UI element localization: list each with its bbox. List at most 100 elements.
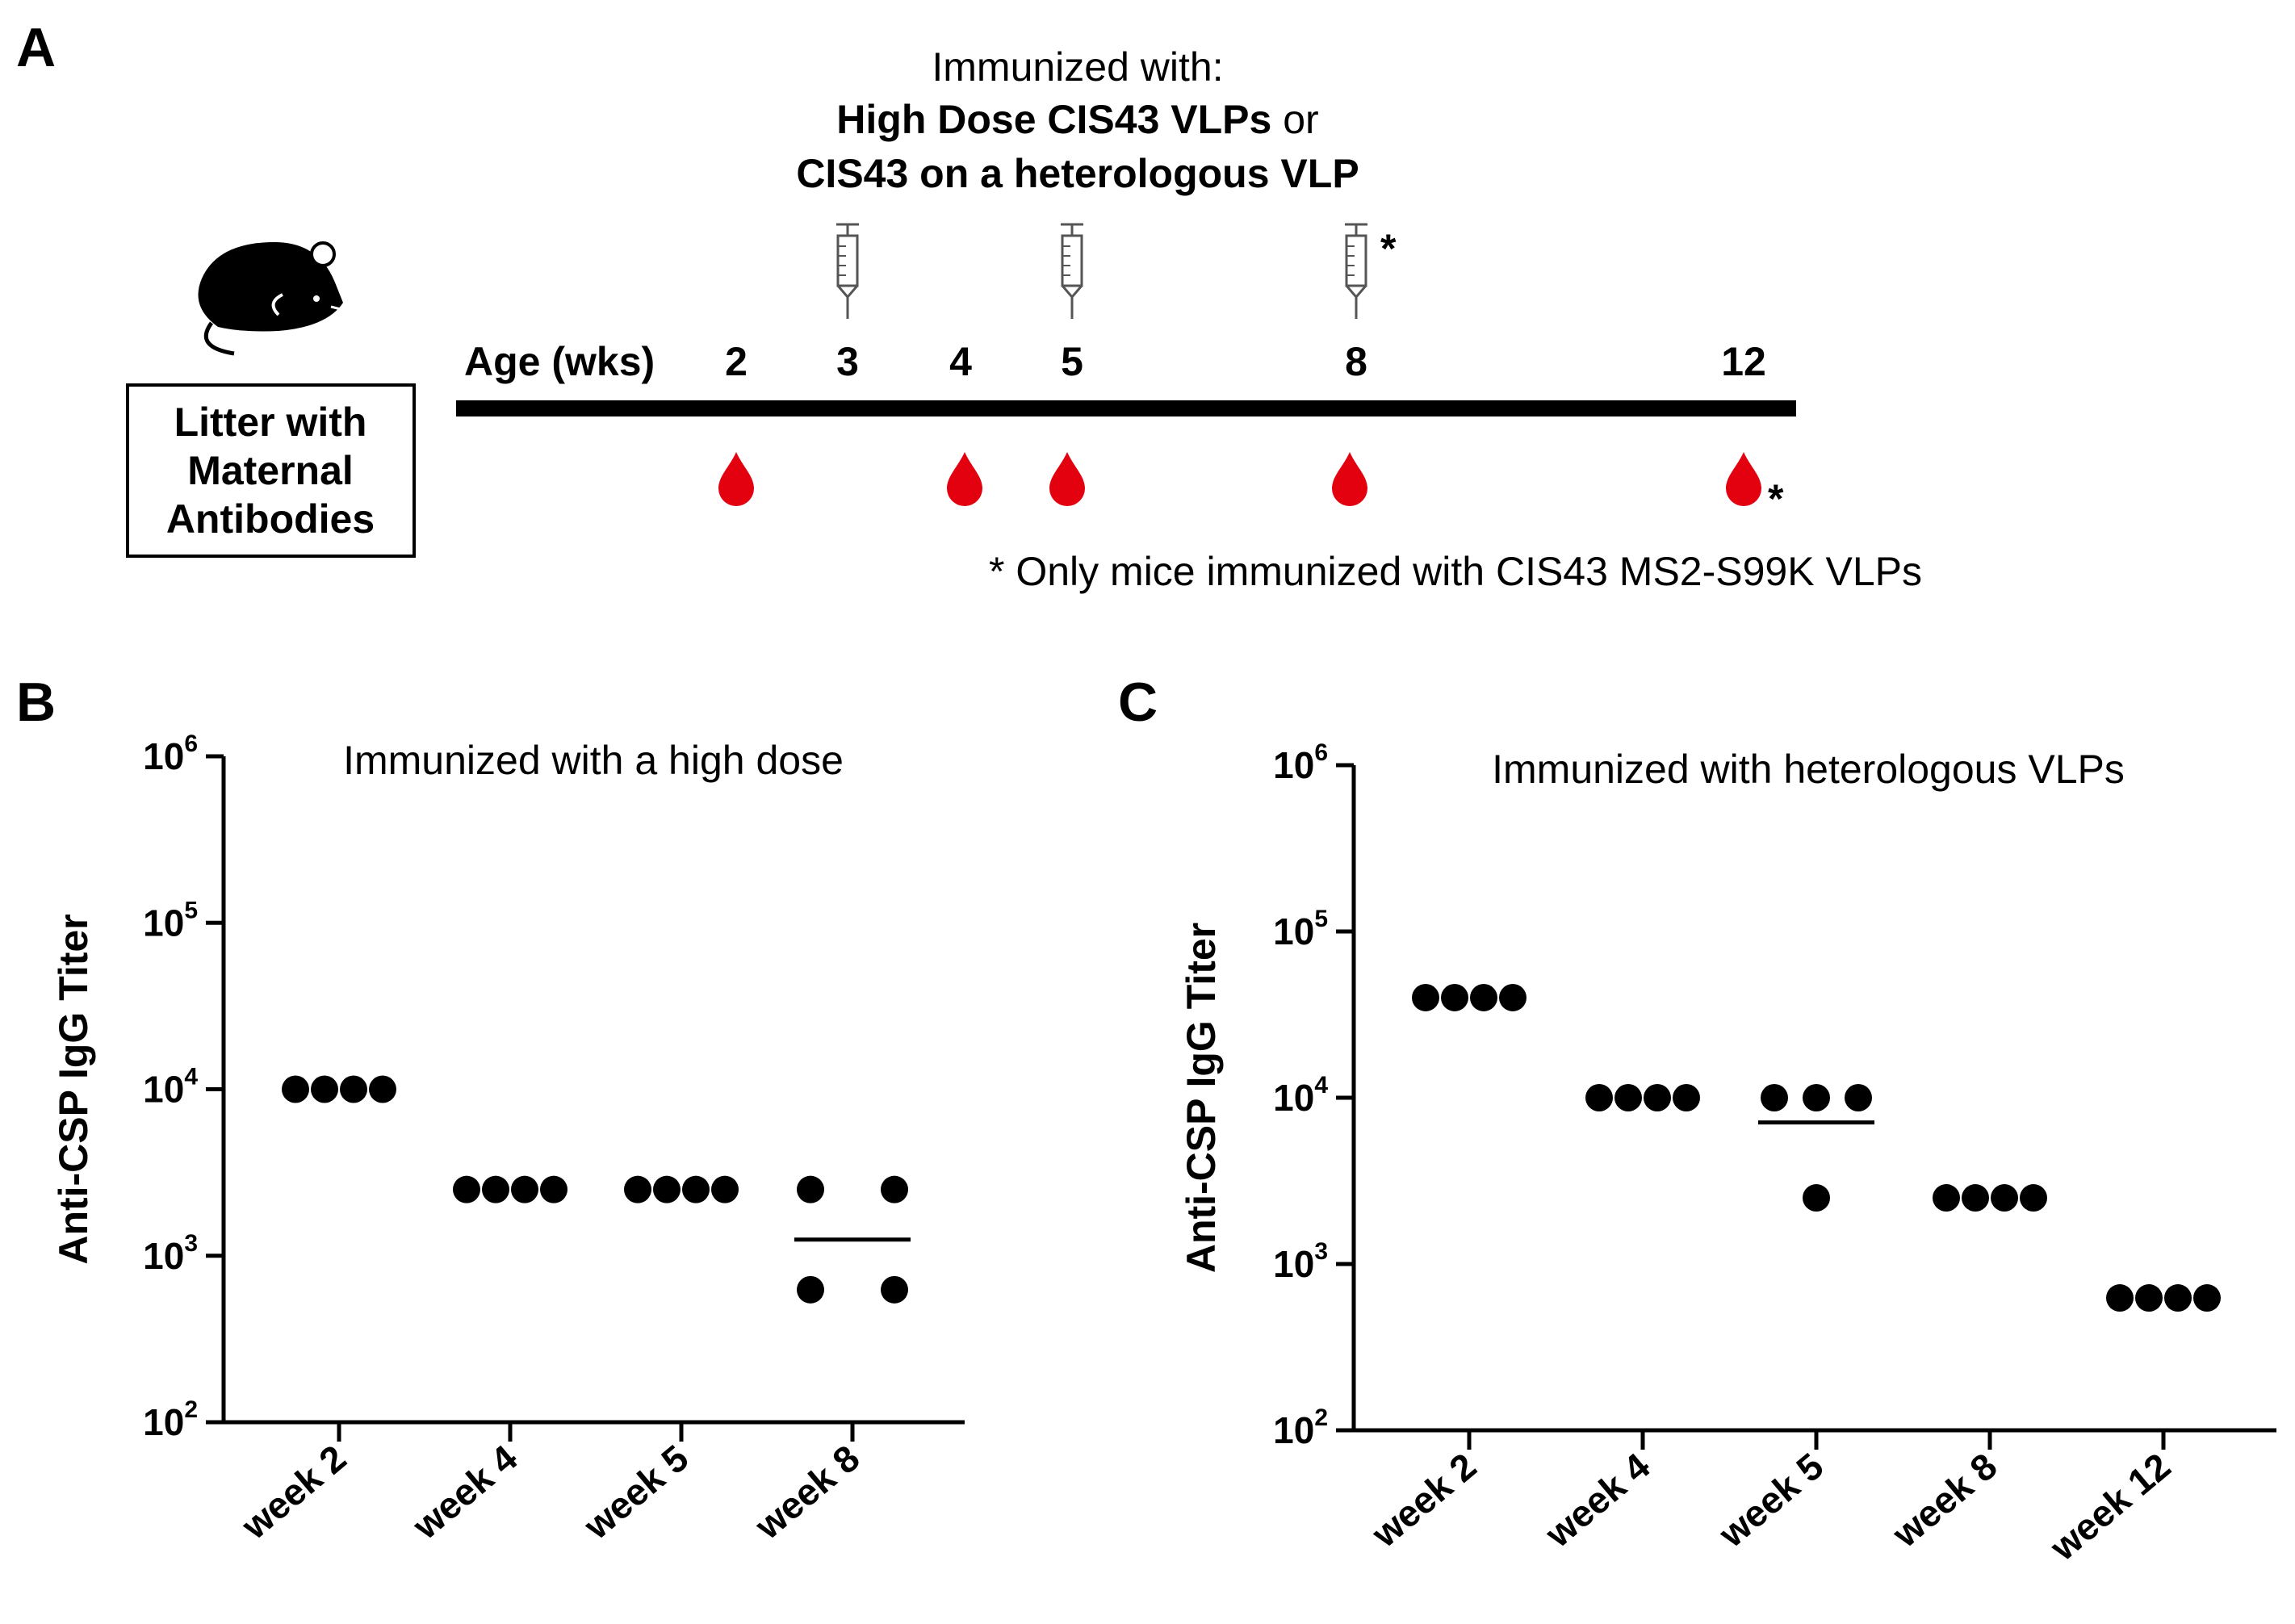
- x-tick-label: week 4: [404, 1437, 526, 1548]
- bleeds: [718, 452, 1761, 506]
- data-point: [1803, 1084, 1830, 1111]
- heterologous-label: CIS43 on a heterologous VLP: [796, 151, 1359, 196]
- timeline-bar: [456, 400, 1796, 416]
- y-tick-label: 106: [1273, 739, 1328, 786]
- y-axis-label: Anti-CSP IgG Titer: [51, 914, 96, 1264]
- y-tick-label: 103: [1273, 1238, 1328, 1285]
- data-point: [1761, 1084, 1788, 1111]
- y-tick-label: 102: [1273, 1404, 1328, 1451]
- x-tick-label: week 4: [1537, 1445, 1658, 1556]
- y-tick-base: 10: [1273, 1409, 1314, 1451]
- blood-drop-icon: [1332, 452, 1367, 506]
- y-tick-exponent: 2: [1314, 1404, 1328, 1431]
- immunized-heading: Immunized with:: [932, 44, 1223, 90]
- litter-box: Litter with Maternal Antibodies: [126, 383, 416, 558]
- data-point: [369, 1075, 396, 1103]
- data-point: [1962, 1184, 1989, 1212]
- data-point: [1614, 1084, 1642, 1111]
- data-point: [2193, 1284, 2221, 1312]
- y-tick-base: 10: [1273, 744, 1314, 786]
- y-tick-label: 103: [143, 1230, 198, 1277]
- bleed-asterisk: *: [1768, 476, 1784, 521]
- x-tick-label: week 2: [233, 1437, 354, 1547]
- data-point: [453, 1175, 480, 1203]
- panel-a-letter: A: [16, 17, 56, 78]
- x-tick-label: week 8: [1884, 1445, 2005, 1555]
- y-tick-exponent: 5: [1314, 906, 1328, 932]
- panel-a: A Immunized with: High Dose CIS43 VLPs o…: [16, 17, 1922, 594]
- data-point: [482, 1175, 509, 1203]
- blood-drop-icon: [718, 452, 754, 506]
- injections: [836, 223, 1367, 319]
- x-tick-label: week 8: [747, 1437, 868, 1547]
- data-point: [1412, 983, 1439, 1011]
- litter-box-line-1: Litter with: [174, 400, 367, 445]
- chart-b: Immunized with a high dose Anti-CSP IgG T…: [51, 730, 965, 1547]
- mouse-icon: [198, 241, 348, 356]
- x-tick-label: week 2: [1363, 1445, 1485, 1555]
- x-tick-label: week 5: [576, 1437, 697, 1547]
- data-point: [282, 1075, 309, 1103]
- high-dose-label: High Dose CIS43 VLPs: [836, 97, 1271, 142]
- data-point: [797, 1175, 824, 1203]
- immunized-line-2: High Dose CIS43 VLPs or: [836, 97, 1318, 142]
- data-point: [2020, 1184, 2047, 1212]
- data-point: [1845, 1084, 1872, 1111]
- or-label: or: [1271, 97, 1318, 142]
- panel-c-letter: C: [1118, 672, 1158, 733]
- age-tick-label: 12: [1721, 339, 1766, 384]
- y-tick-base: 10: [1273, 1243, 1314, 1285]
- y-tick-base: 10: [143, 1235, 184, 1277]
- age-tick-label: 5: [1061, 339, 1083, 384]
- chart-title: Immunized with heterologous VLPs: [1492, 747, 2125, 792]
- age-tick-label: 8: [1345, 339, 1367, 384]
- age-label: Age (wks): [464, 339, 655, 384]
- litter-box-line-2: Maternal: [187, 448, 354, 493]
- data-point: [682, 1175, 710, 1203]
- y-tick-base: 10: [143, 1069, 184, 1111]
- data-point: [1441, 983, 1468, 1011]
- panel-c: C Immunized with heterologous VLPs Anti-C…: [1118, 672, 2276, 1569]
- data-point: [1499, 983, 1527, 1011]
- data-point: [881, 1175, 908, 1203]
- y-tick-exponent: 2: [184, 1396, 198, 1423]
- panel-b-letter: B: [16, 672, 56, 733]
- data-point: [1803, 1184, 1830, 1212]
- data-point: [1470, 983, 1497, 1011]
- chart-c: Immunized with heterologous VLPs Anti-CSP…: [1179, 739, 2276, 1569]
- y-tick-base: 10: [143, 1401, 184, 1443]
- litter-box-line-3: Antibodies: [166, 496, 375, 542]
- panel-b: B Immunized with a high dose Anti-CSP IgG…: [16, 672, 965, 1547]
- data-point: [711, 1175, 739, 1203]
- y-tick-exponent: 4: [1314, 1072, 1328, 1099]
- y-tick-base: 10: [143, 735, 184, 777]
- y-tick-base: 10: [1273, 910, 1314, 952]
- data-point: [1585, 1084, 1613, 1111]
- data-point: [2135, 1284, 2163, 1312]
- y-tick-label: 106: [143, 730, 198, 777]
- data-point: [1991, 1184, 2018, 1212]
- y-tick-base: 10: [143, 902, 184, 944]
- y-tick-exponent: 5: [184, 897, 198, 923]
- blood-drop-icon: [1726, 452, 1761, 506]
- y-tick-exponent: 4: [184, 1064, 198, 1090]
- y-tick-label: 105: [143, 897, 198, 944]
- y-tick-exponent: 3: [184, 1230, 198, 1257]
- syringe-asterisk: *: [1380, 226, 1397, 271]
- data-point: [511, 1175, 538, 1203]
- age-tick-label: 3: [836, 339, 859, 384]
- data-point: [797, 1275, 824, 1304]
- y-tick-exponent: 3: [1314, 1238, 1328, 1265]
- age-tick-label: 4: [949, 339, 972, 384]
- y-tick-label: 104: [143, 1064, 198, 1111]
- age-tick-label: 2: [725, 339, 748, 384]
- age-ticks: 2 3 4 5 8 12: [725, 339, 1766, 384]
- syringe-icon: [1061, 223, 1083, 319]
- syringe-icon: [1345, 223, 1367, 319]
- y-tick-base: 10: [1273, 1077, 1314, 1119]
- y-tick-label: 105: [1273, 906, 1328, 952]
- data-point: [1644, 1084, 1671, 1111]
- data-point: [540, 1175, 567, 1203]
- data-point: [1673, 1084, 1700, 1111]
